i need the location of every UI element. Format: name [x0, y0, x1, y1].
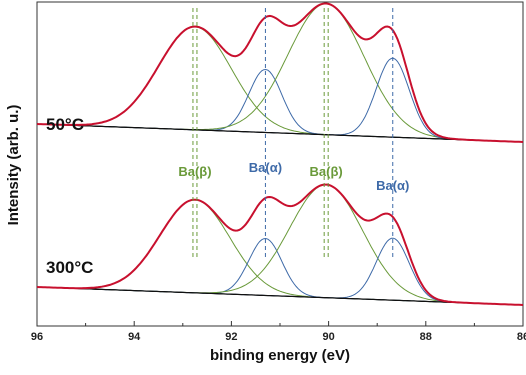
peak-label: Ba(α) [376, 178, 409, 193]
x-tick-label: 96 [31, 331, 43, 343]
x-axis-ticks: 96 94 92 90 88 86 [31, 321, 526, 343]
peak-guide-lines [192, 8, 394, 260]
temperature-label: 50°C [46, 115, 84, 134]
fit-component-beta [36, 3, 524, 143]
x-axis-title: binding energy (eV) [210, 347, 350, 364]
temperature-labels: 50°C 300°C [46, 115, 93, 277]
peak-labels: Ba(β) Ba(α) Ba(β) Ba(α) [178, 160, 409, 193]
envelope-curve [36, 2, 524, 143]
fit-component-alpha [36, 68, 524, 143]
fit-component-alpha [36, 237, 524, 306]
x-tick-label: 90 [322, 331, 334, 343]
background-line [36, 286, 524, 306]
peak-label: Ba(β) [178, 164, 211, 179]
peak-label: Ba(α) [249, 160, 282, 175]
temperature-label: 300°C [46, 258, 93, 277]
x-tick-label: 94 [128, 331, 141, 343]
x-tick-label: 86 [517, 331, 526, 343]
y-axis-title: Intensity (arb. u.) [5, 105, 22, 226]
fit-components [36, 2, 524, 306]
envelope-curve [36, 183, 524, 306]
x-tick-label: 92 [225, 331, 237, 343]
peak-label: Ba(β) [310, 164, 343, 179]
fit-component-beta [36, 26, 524, 143]
fit-component-alpha [36, 237, 524, 306]
x-tick-label: 88 [420, 331, 432, 343]
background-line [36, 123, 524, 143]
